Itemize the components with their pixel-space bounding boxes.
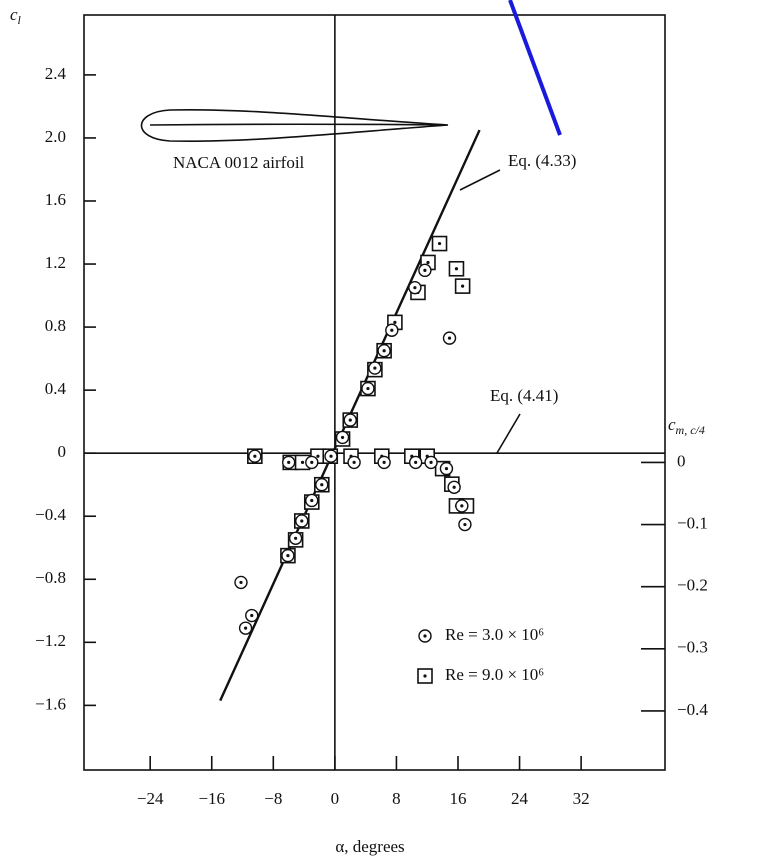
y2-tick-label: 0 [677,451,686,470]
marker-dot [413,286,417,290]
annotation: Eq. (4.33) [508,151,576,170]
y-tick-label: 2.0 [45,127,66,146]
leader-line [459,169,501,191]
y-tick-label: 1.2 [45,253,66,272]
marker-dot [316,454,320,458]
airfoil-shape [140,108,449,143]
legend-marker-dot [423,634,427,638]
airfoil-label: NACA 0012 airfoil [173,153,305,172]
legend-label: Re = 3.0 × 10⁶ [445,625,544,644]
y-axis-label-main: c [10,5,18,24]
x-tick-label: 24 [511,789,529,808]
x-tick-label: −16 [198,789,225,808]
annotation-stroke [508,0,562,136]
leader-line [496,413,521,454]
plot-frame [83,14,666,771]
marker-dot [463,522,467,527]
marker-dot [250,613,254,618]
marker-dot [287,460,291,465]
marker-dot [239,580,243,585]
y2-tick-label: −0.1 [677,513,708,532]
marker-dot [437,241,442,246]
marker-dot [366,386,370,391]
y2-axis-label-sub: m, c/4 [676,423,705,437]
marker-dot [452,485,456,489]
marker-dot [414,460,418,465]
marker-dot [373,366,377,370]
marker-dot [320,483,324,487]
marker-dot [444,467,449,471]
y-tick-label: 1.6 [45,190,66,209]
y2-axis-label: cm, c/4 [668,415,705,437]
marker-dot [348,418,352,422]
y-tick-label: 0.4 [45,379,67,398]
marker-dot [447,336,452,340]
marker-dot [390,328,394,332]
marker-dot [329,454,333,458]
marker-dot [253,454,257,458]
y2-axis-label-main: c [668,415,676,434]
x-tick-label: 32 [573,789,590,808]
x-tick-label: −24 [137,789,164,808]
marker-dot [310,460,314,465]
annotation: Eq. (4.41) [490,386,558,405]
y-axis-label-sub: l [18,13,22,27]
marker-dot [352,460,356,465]
x-tick-label: 8 [392,789,401,808]
marker-dot [382,349,386,353]
marker-dot [300,519,304,523]
marker-dot [423,268,427,272]
y2-tick-label: −0.3 [677,638,708,657]
y-tick-label: 0 [58,442,67,461]
legend-label: Re = 9.0 × 10⁶ [445,665,544,684]
airfoil-chord [149,123,447,126]
marker-dot [310,498,314,503]
marker-dot [460,504,464,508]
x-tick-label: −8 [264,789,282,808]
marker-dot [294,536,298,540]
x-tick-label: 0 [331,789,340,808]
y-tick-label: 0.8 [45,316,66,335]
marker-dot [340,435,345,440]
marker-dot [461,284,465,288]
y2-tick-label: −0.2 [677,576,708,595]
x-axis-label: α, degrees [335,837,404,856]
marker-dot [393,320,397,324]
y-tick-label: −1.2 [35,631,66,650]
y-tick-label: −1.6 [35,694,66,713]
y2-tick-label: −0.4 [677,700,708,719]
y-tick-label: −0.8 [35,568,66,587]
y-axis-label: cl [10,5,22,27]
marker-dot [454,267,459,271]
legend-marker-dot [423,674,427,678]
marker-dot [286,554,290,558]
marker-dot [429,460,433,465]
y-tick-label: −0.4 [35,505,66,524]
marker-dot [382,460,386,465]
marker-dot [244,626,248,630]
marker-dot [426,260,430,265]
y-tick-label: 2.4 [45,64,67,83]
marker-dot [300,460,305,465]
x-tick-label: 16 [449,789,466,808]
